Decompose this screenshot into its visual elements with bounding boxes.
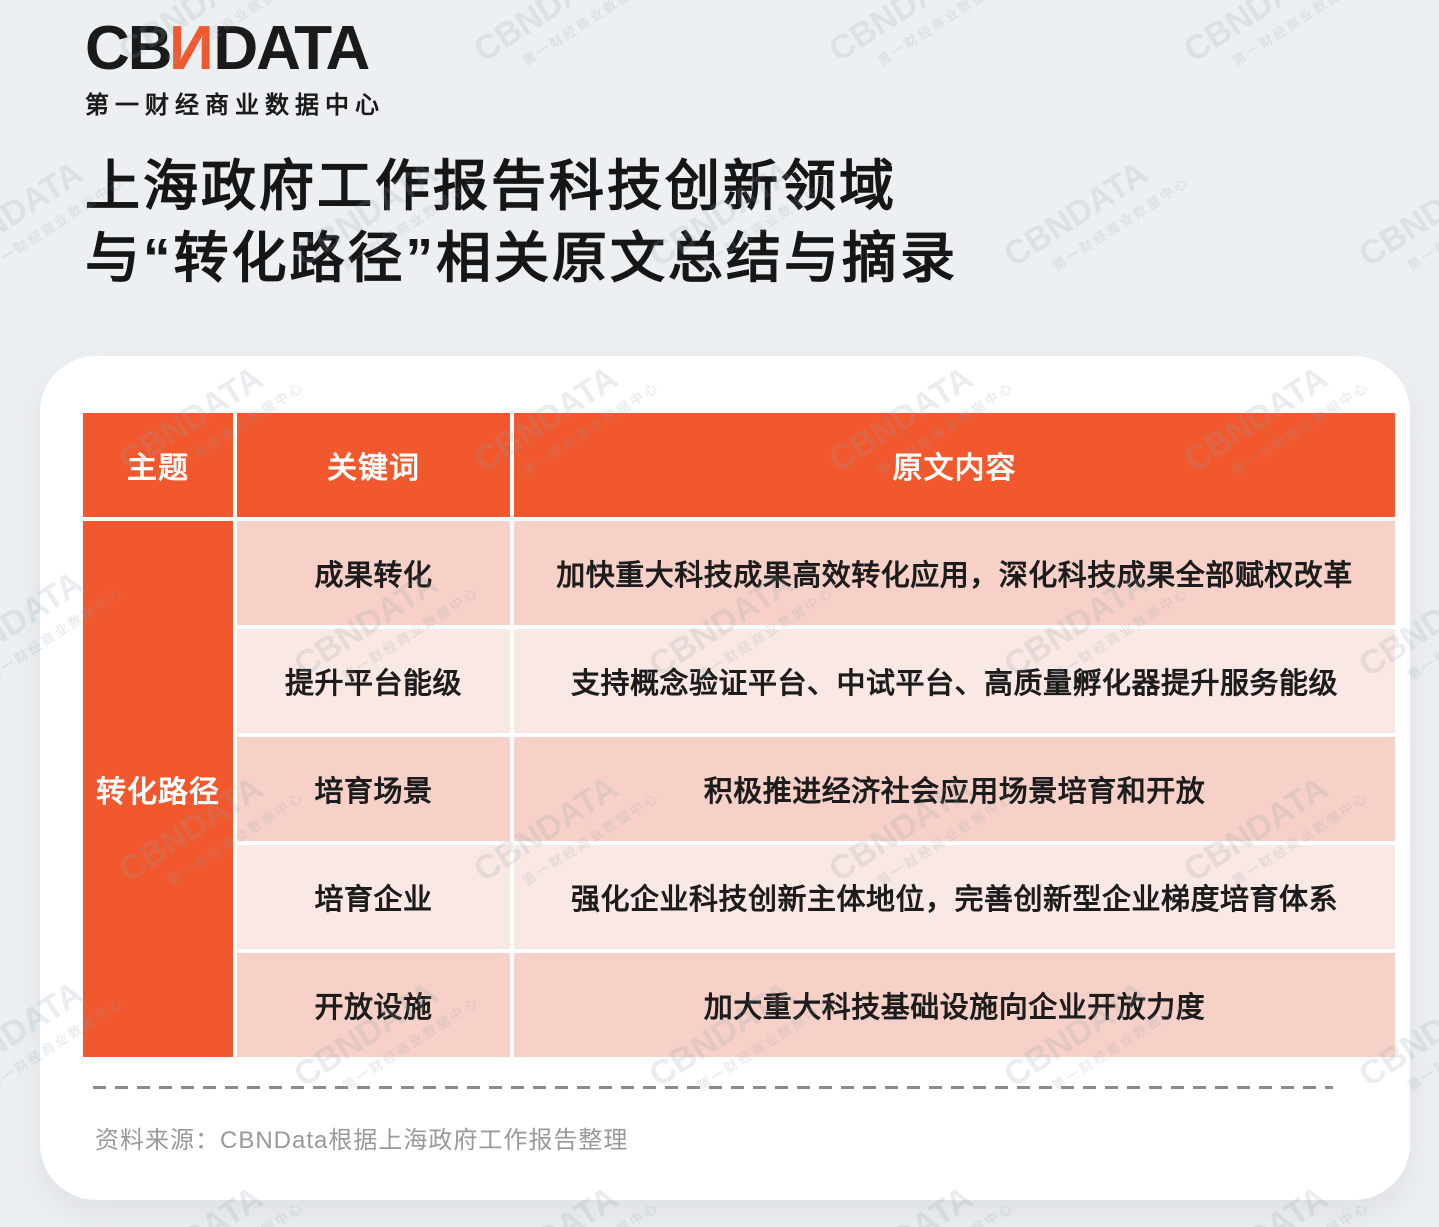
table-header-theme: 主题 bbox=[83, 413, 233, 517]
watermark-wordmark: CBNDATA bbox=[822, 0, 980, 70]
watermark-wordmark: CBNDATA bbox=[1352, 153, 1439, 275]
content-cell: 支持概念验证平台、中试平台、高质量孵化器提升服务能级 bbox=[514, 629, 1395, 733]
summary-table: 主题 关键词 原文内容 转化路径 成果转化 加快重大科技成果高效转化应用，深化科… bbox=[83, 413, 1395, 1057]
logo-part-cb: CB bbox=[85, 14, 173, 83]
cbndata-logo-wordmark: CBNDATA bbox=[85, 14, 385, 83]
keyword-cell: 成果转化 bbox=[237, 521, 510, 625]
keyword-cell: 提升平台能级 bbox=[237, 629, 510, 733]
watermark-subtitle: 第一财经商业数据中心 bbox=[490, 1196, 663, 1227]
content-cell: 强化企业科技创新主体地位，完善创新型企业梯度培育体系 bbox=[514, 845, 1395, 949]
table-header-keyword: 关键词 bbox=[237, 413, 510, 517]
page-title: 上海政府工作报告科技创新领域 与“转化路径”相关原文总结与摘录 bbox=[85, 150, 958, 294]
table-header-content: 原文内容 bbox=[514, 413, 1395, 517]
watermark-wordmark: CBNDATA bbox=[1177, 0, 1335, 70]
page-title-line2: 与“转化路径”相关原文总结与摘录 bbox=[85, 227, 959, 289]
content-cell: 加快重大科技成果高效转化应用，深化科技成果全部赋权改革 bbox=[514, 521, 1395, 625]
watermark-subtitle: 第一财经商业数据中心 bbox=[1229, 0, 1373, 69]
logo-part-data: DATA bbox=[213, 14, 370, 83]
watermark-subtitle: 第一财经商业数据中心 bbox=[519, 0, 663, 69]
brand-subtitle: 第一财经商业数据中心 bbox=[85, 92, 385, 120]
keyword-cell: 开放设施 bbox=[237, 953, 510, 1057]
watermark-wordmark: CBNDATA bbox=[997, 153, 1155, 275]
keyword-cell: 培育场景 bbox=[237, 737, 510, 841]
watermark-wordmark: CBNDATA bbox=[467, 0, 625, 70]
watermark-subtitle: 第一财经商业数据中心 bbox=[874, 0, 1018, 69]
watermark-subtitle: 第一财经商业数据中心 bbox=[845, 1196, 1018, 1227]
source-divider-dashed-line bbox=[93, 1086, 1333, 1089]
brand-logo: CBNDATA 第一财经商业数据中心 bbox=[85, 14, 385, 120]
theme-spanning-cell: 转化路径 bbox=[83, 521, 233, 1057]
content-cell: 积极推进经济社会应用场景培育和开放 bbox=[514, 737, 1395, 841]
logo-part-n-orange: N bbox=[170, 14, 214, 83]
watermark-subtitle: 第一财经商业数据中心 bbox=[1200, 1196, 1373, 1227]
watermark-subtitle: 第一财经商业数据中心 bbox=[1404, 173, 1439, 274]
page-title-line1: 上海政府工作报告科技创新领域 bbox=[85, 155, 898, 217]
content-cell: 加大重大科技基础设施向企业开放力度 bbox=[514, 953, 1395, 1057]
watermark-subtitle: 第一财经商业数据中心 bbox=[135, 1196, 308, 1227]
keyword-cell: 培育企业 bbox=[237, 845, 510, 949]
watermark-subtitle: 第一财经商业数据中心 bbox=[1049, 173, 1193, 274]
source-note: 资料来源：CBNData根据上海政府工作报告整理 bbox=[95, 1127, 629, 1154]
